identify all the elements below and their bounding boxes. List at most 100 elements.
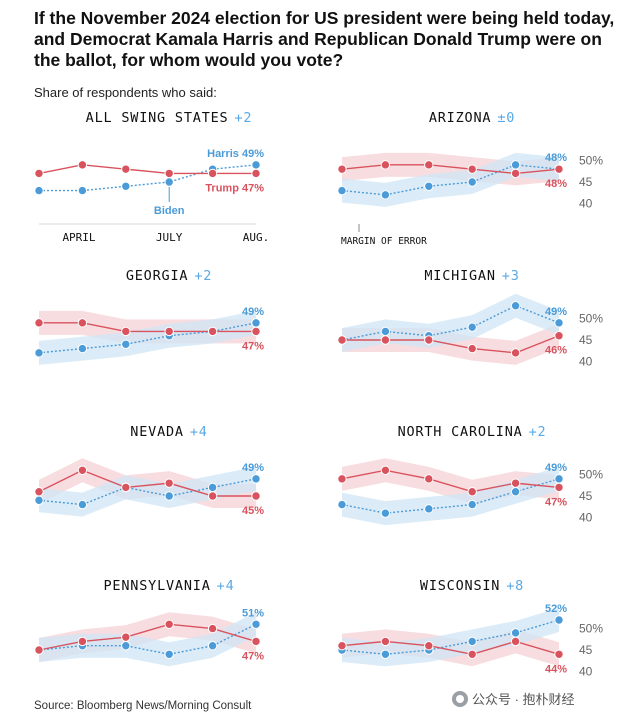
harris-point (380, 326, 391, 337)
harris-point (77, 185, 88, 196)
harris-point (337, 185, 347, 196)
harris-point (510, 487, 521, 497)
trump-point (77, 318, 88, 328)
harris-error-band (39, 310, 256, 365)
trump-point (380, 160, 391, 170)
trump-point (164, 619, 174, 629)
watermark: 公众号 · 抱朴财经 (452, 689, 575, 708)
chart-title-lead: +4 (217, 578, 235, 594)
harris-point (467, 177, 477, 187)
trump-point (251, 326, 261, 337)
trump-point (34, 168, 44, 179)
trump-point (337, 164, 347, 174)
trump-end-label: 45% (242, 505, 264, 517)
chart-pennsylvania: PENNSYLVANIA +4 51% 47% (34, 572, 304, 722)
harris-point (207, 641, 218, 651)
harris-point (467, 636, 477, 647)
harris-end-label: 49% (545, 306, 567, 318)
chart-north-carolina: NORTH CAROLINA +2 49% 47% 50% 45 40 (337, 418, 607, 568)
y-tick-label: 40 (579, 664, 593, 678)
chart-title-lead: +2 (529, 424, 547, 440)
chart-nevada: NEVADA +4 49% 45% (34, 418, 304, 568)
harris-point (164, 649, 174, 659)
chart-wisconsin: WISCONSIN +8 52% 44% 50% 45 40 (337, 572, 607, 722)
y-tick-label: 50% (579, 154, 603, 168)
harris-point (554, 318, 564, 328)
chart-title-lead: +3 (502, 268, 520, 284)
trump-point (121, 632, 131, 642)
chart-title: GEORGIA +2 (126, 268, 212, 284)
harris-point (251, 619, 261, 629)
harris-point (510, 160, 521, 170)
trump-line (39, 322, 256, 333)
harris-point (424, 181, 434, 191)
trump-point (554, 164, 564, 174)
chart-svg: NEVADA +4 49% 45% (34, 424, 264, 517)
trump-line (38, 623, 257, 651)
harris-point (207, 482, 218, 493)
harris-point (34, 348, 44, 358)
chart-title-state: WISCONSIN (420, 578, 500, 594)
y-tick-label: 40 (579, 354, 593, 368)
harris-error-band (342, 466, 559, 526)
trump-point (164, 478, 174, 488)
harris-line (341, 164, 560, 196)
harris-point (467, 322, 477, 332)
chart-arizona: ARIZONA ±0 48% 48% 50% 45 40 MARGIN OF ERROR (337, 104, 607, 254)
chart-svg: GEORGIA +2 49% 47% (34, 268, 264, 365)
chart-title-lead: +4 (190, 424, 208, 440)
watermark-text: 公众号 · 抱朴财经 (472, 692, 575, 707)
trump-point (554, 649, 564, 659)
trump-point (510, 168, 521, 179)
harris-point (380, 190, 391, 200)
y-tick-label: 50% (579, 468, 603, 482)
trump-point (424, 335, 434, 345)
harris-point (121, 339, 131, 349)
headline: If the November 2024 election for US pre… (34, 8, 615, 70)
harris-end-label: 49% (242, 306, 264, 318)
trump-line (341, 469, 560, 493)
trump-point (510, 478, 521, 488)
chart-title-lead: +2 (234, 110, 252, 126)
trump-end-label: 46% (545, 345, 567, 357)
annotation-text: MARGIN OF ERROR (341, 236, 427, 247)
trump-point (121, 164, 131, 174)
harris-point (424, 504, 434, 514)
trump-point (77, 160, 88, 170)
trump-point (251, 636, 261, 647)
harris-line (341, 304, 560, 341)
harris-line (341, 619, 560, 655)
chart-title-lead: +2 (194, 268, 212, 284)
chart-title: NEVADA +4 (130, 424, 207, 440)
trump-point (467, 164, 477, 174)
trump-point (467, 487, 477, 497)
trump-point (34, 645, 44, 655)
trump-point (380, 335, 391, 345)
chart-title-state: GEORGIA (126, 268, 189, 284)
trump-point (380, 636, 391, 647)
harris-error-band (342, 152, 559, 207)
x-tick-label: APRIL (62, 231, 95, 244)
trump-point (510, 636, 521, 647)
harris-line (38, 322, 257, 354)
chart-michigan: MICHIGAN +3 49% 46% 50% 45 40 (337, 262, 607, 412)
trump-point (34, 487, 44, 497)
trump-line (38, 469, 256, 497)
trump-point (554, 331, 564, 341)
annotation-text: Biden (154, 205, 185, 217)
trump-point (424, 641, 434, 651)
chart-svg: PENNSYLVANIA +4 51% 47% (34, 578, 264, 667)
harris-point (510, 301, 521, 311)
chart-svg: ARIZONA ±0 48% 48% 50% 45 40 MARGIN OF ERROR (337, 110, 603, 247)
subhead: Share of respondents who said: (34, 85, 217, 100)
trump-line (38, 164, 256, 175)
harris-error-band (39, 612, 256, 667)
chart-title-state: NORTH CAROLINA (398, 424, 523, 440)
wechat-icon (452, 690, 468, 707)
y-tick-label: 45 (579, 175, 593, 189)
chart-all-swing-states: ALL SWING STATES +2 Harris 49% Trump 47% APR… (34, 104, 304, 254)
chart-svg: ALL SWING STATES +2 Harris 49% Trump 47% APR… (34, 110, 269, 244)
trump-point (554, 482, 564, 493)
trump-point (424, 160, 434, 170)
chart-title-state: PENNSYLVANIA (104, 578, 211, 594)
